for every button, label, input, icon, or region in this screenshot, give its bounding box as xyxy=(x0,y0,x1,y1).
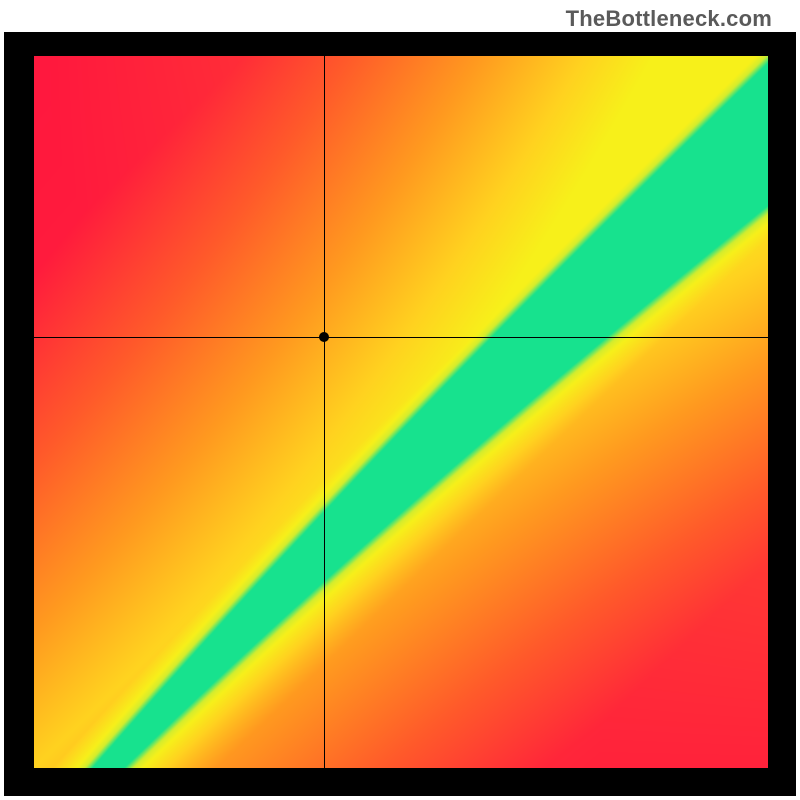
crosshair-horizontal xyxy=(34,337,768,338)
crosshair-vertical xyxy=(324,56,325,768)
heatmap-canvas xyxy=(34,56,768,768)
chart-frame xyxy=(4,32,796,796)
heatmap-plot xyxy=(34,56,768,768)
crosshair-marker xyxy=(319,332,329,342)
chart-container: TheBottleneck.com xyxy=(0,0,800,800)
watermark-text: TheBottleneck.com xyxy=(566,6,772,32)
